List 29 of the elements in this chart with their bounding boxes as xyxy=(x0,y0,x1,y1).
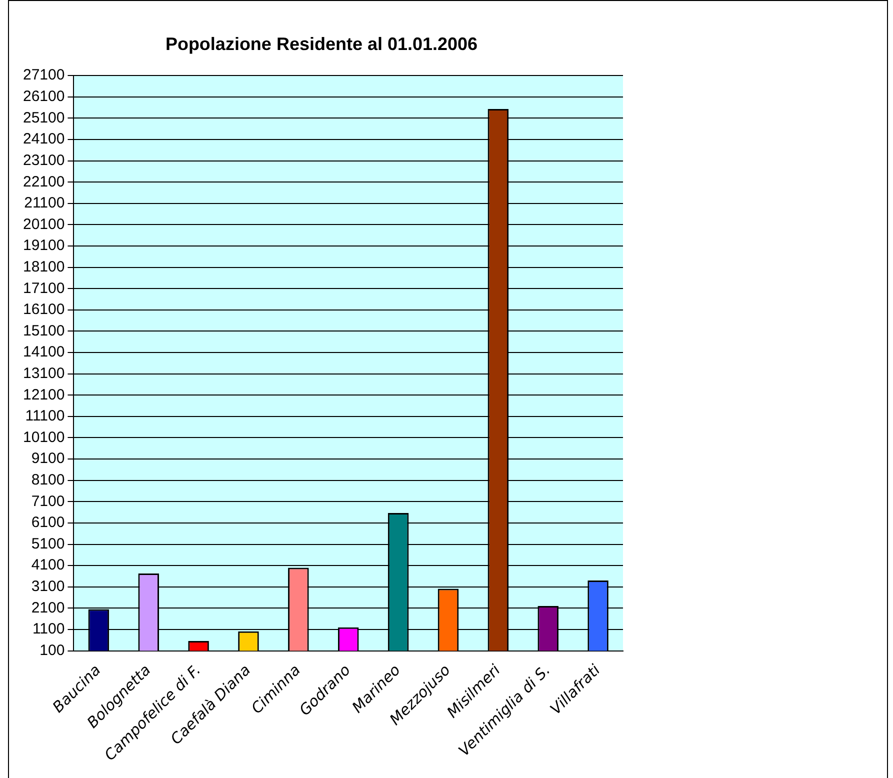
y-tick-label: 27100 xyxy=(22,66,65,84)
y-tick-label: 19100 xyxy=(22,237,65,254)
y-tick-label: 11100 xyxy=(25,408,65,425)
y-tick-label: 8100 xyxy=(31,471,65,488)
y-tick-label: 18100 xyxy=(22,258,65,276)
y-tick-label: 1100 xyxy=(32,620,65,638)
y-tick-label: 24100 xyxy=(22,130,65,148)
y-tick-label: 25100 xyxy=(22,109,65,126)
y-tick-label: 15100 xyxy=(22,322,65,340)
y-tick-label: 4100 xyxy=(31,556,65,574)
y-tick-label: 7100 xyxy=(31,492,65,510)
y-tick-label: 16100 xyxy=(22,301,65,318)
y-tick-label: 17100 xyxy=(22,280,65,297)
y-tick-label: 2100 xyxy=(31,599,65,616)
y-tick-label: 3100 xyxy=(31,578,65,596)
y-tick-label: 13100 xyxy=(22,364,65,382)
y-tick-label: 6100 xyxy=(31,514,65,532)
y-tick-label: 10100 xyxy=(22,428,65,446)
y-tick-label: 22100 xyxy=(22,173,65,190)
y-tick-label: 5100 xyxy=(31,535,65,552)
y-tick-label: 23100 xyxy=(22,152,65,169)
chart-title: Popolazione Residente al 01.01.2006 xyxy=(165,34,478,54)
y-tick-label: 21100 xyxy=(24,194,65,212)
y-tick-label: 9100 xyxy=(31,450,65,468)
y-tick-label: 12100 xyxy=(22,386,65,404)
y-tick-label: 14100 xyxy=(22,344,65,361)
y-tick-label: 26100 xyxy=(22,88,65,106)
y-tick-label: 20100 xyxy=(22,216,65,233)
y-tick-label: 100 xyxy=(40,642,65,659)
